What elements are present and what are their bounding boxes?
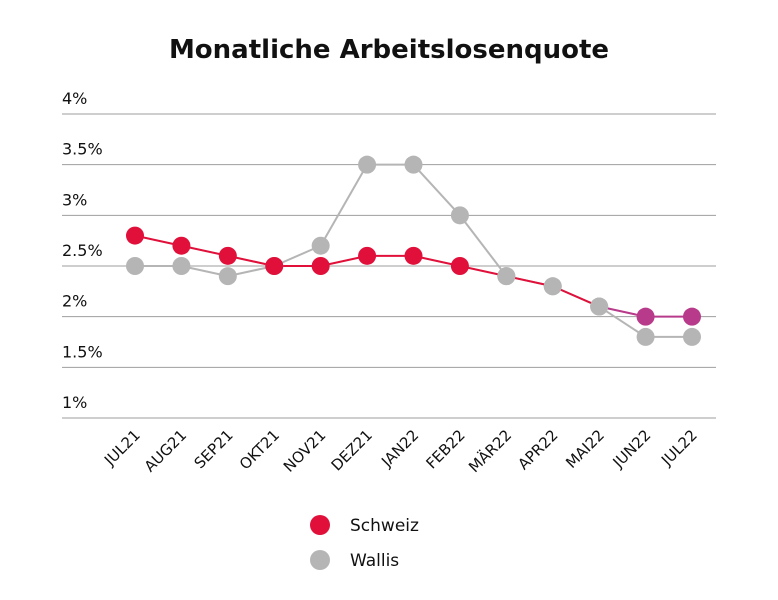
data-point-schweiz — [543, 277, 562, 296]
legend-label-schweiz: Schweiz — [350, 516, 419, 536]
y-tick-label: 3.5% — [62, 140, 103, 159]
data-point-schweiz — [683, 307, 701, 326]
y-axis-tick-labels: 1% 1.5% 2% 2.5% 3% 3.5% 4% — [62, 89, 103, 412]
chart-title: Monatliche Arbeitslosenquote — [169, 35, 609, 65]
x-tick-label: AUG21 — [141, 426, 190, 475]
legend-label-wallis: Wallis — [350, 551, 399, 571]
data-point-schweiz — [218, 246, 237, 265]
data-point-schweiz — [497, 267, 516, 286]
data-point-schweiz — [172, 236, 191, 255]
data-point-schweiz — [590, 297, 609, 316]
x-tick-label: JUL22 — [657, 426, 701, 470]
data-point-schweiz — [265, 257, 284, 275]
x-tick-label: FEB22 — [422, 426, 468, 472]
y-tick-label: 4% — [62, 89, 87, 108]
x-tick-label: MÄR22 — [464, 425, 515, 476]
series-line-segment-wallis — [598, 305, 647, 338]
data-point-wallis — [450, 206, 469, 225]
x-tick-label: OKT21 — [236, 426, 283, 473]
data-point-wallis — [172, 257, 191, 275]
data-point-schweiz — [126, 226, 144, 245]
x-tick-label: JUN22 — [609, 426, 655, 472]
y-tick-label: 1% — [62, 393, 87, 412]
data-point-schweiz — [636, 307, 655, 326]
data-point-wallis — [126, 257, 144, 275]
legend-marker-schweiz — [310, 515, 330, 535]
legend: Schweiz Wallis — [310, 515, 419, 571]
legend-marker-wallis — [310, 550, 330, 570]
y-tick-label: 2% — [62, 292, 87, 311]
x-tick-label: SEP21 — [191, 426, 237, 472]
data-point-schweiz — [358, 246, 377, 265]
data-point-wallis — [218, 267, 237, 286]
data-point-wallis — [683, 327, 701, 346]
y-tick-label: 2.5% — [62, 241, 103, 260]
series-points — [126, 155, 701, 346]
series-line-segment-wallis — [459, 214, 508, 277]
y-tick-label: 1.5% — [62, 342, 103, 361]
data-point-schweiz — [311, 257, 330, 275]
x-tick-label: DEZ21 — [328, 426, 376, 474]
data-point-wallis — [311, 236, 330, 255]
data-point-schweiz — [404, 246, 423, 265]
x-tick-label: JAN22 — [377, 426, 422, 471]
x-tick-label: APR22 — [514, 426, 561, 473]
data-point-wallis — [358, 155, 377, 174]
series-line-segment-wallis — [412, 163, 461, 217]
x-tick-label: NOV21 — [280, 426, 330, 476]
data-point-schweiz — [450, 257, 469, 275]
data-point-wallis — [636, 327, 655, 346]
x-tick-label: JUL21 — [100, 426, 144, 470]
y-tick-label: 3% — [62, 190, 87, 209]
series-line-segment-wallis — [319, 164, 368, 247]
data-point-wallis — [404, 155, 423, 174]
x-tick-label: MAI22 — [562, 426, 608, 472]
